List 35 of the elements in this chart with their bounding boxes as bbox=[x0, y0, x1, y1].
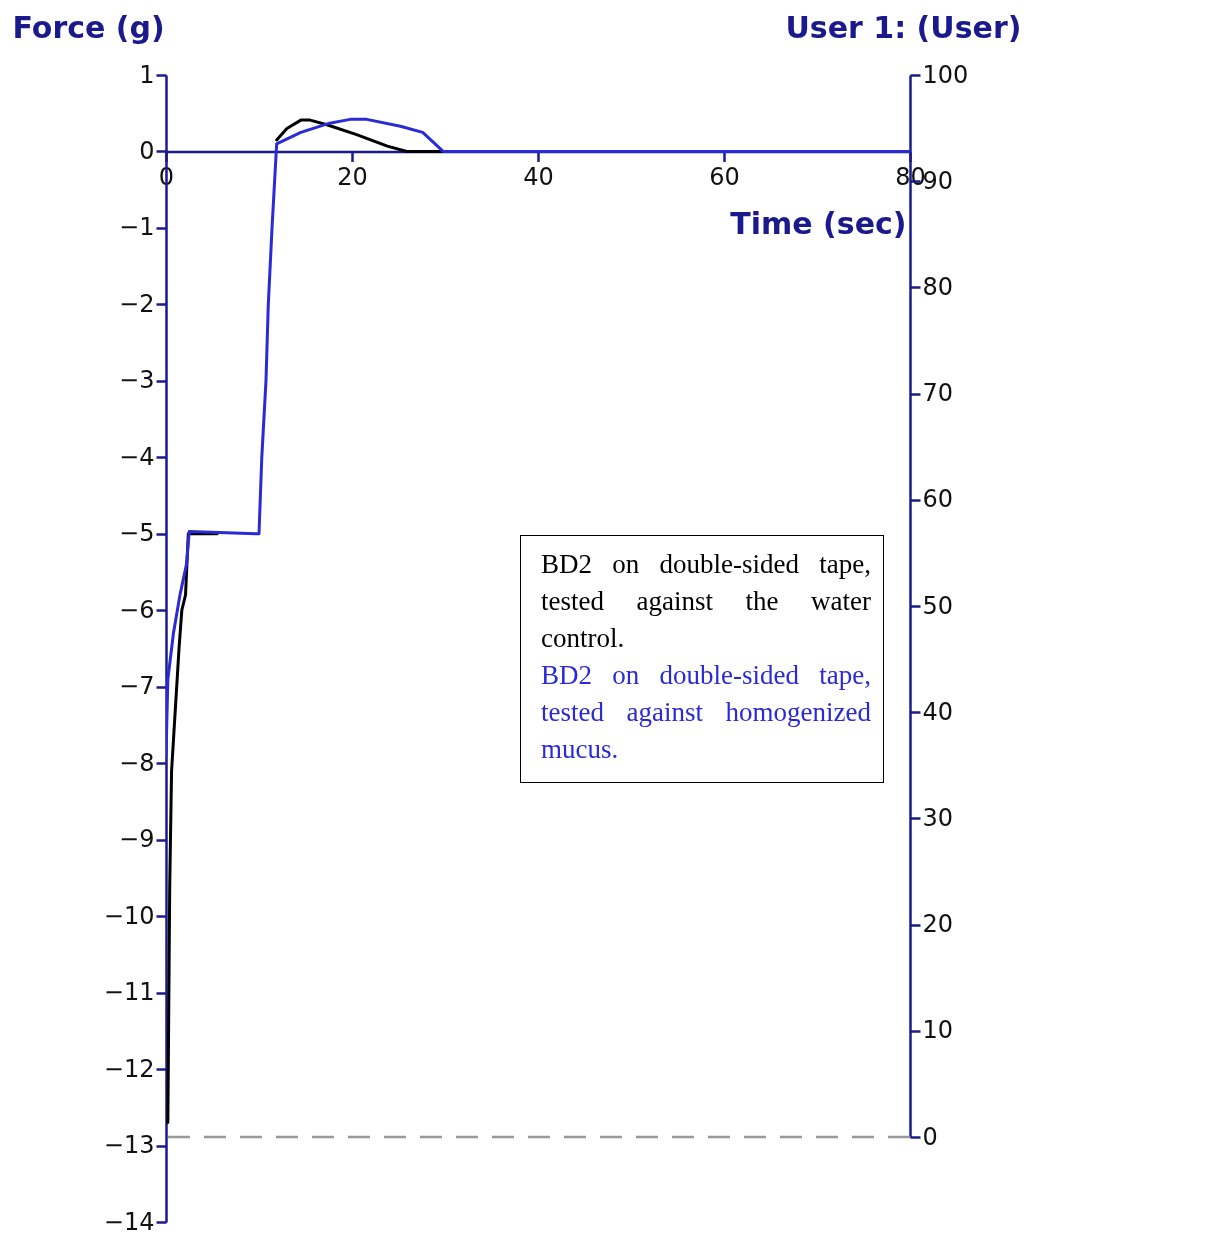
y2-axis-title: User 1: (User) bbox=[785, 9, 1022, 45]
y2-tick-label: 50 bbox=[922, 591, 954, 620]
y-tick-label: −14 bbox=[103, 1207, 155, 1236]
y-tick-label: −12 bbox=[103, 1054, 155, 1083]
y2-tick-label: 60 bbox=[922, 485, 954, 514]
y-tick-label: −10 bbox=[103, 901, 155, 930]
y-tick-label: −9 bbox=[119, 825, 155, 854]
y-tick-label: −8 bbox=[119, 748, 155, 777]
y-tick-label: 0 bbox=[139, 136, 155, 165]
y2-tick-label: 80 bbox=[922, 272, 954, 301]
y-tick-label: −2 bbox=[119, 289, 155, 318]
y2-tick-label: 70 bbox=[922, 379, 954, 408]
x-axis-title: Time (sec) bbox=[730, 205, 907, 241]
y-axis-title: Force (g) bbox=[12, 9, 165, 45]
y-tick-label: −3 bbox=[119, 366, 155, 395]
y-tick-label: −5 bbox=[119, 519, 155, 548]
y2-tick-label: 30 bbox=[922, 803, 954, 832]
text: BD2 on double-sided tape, tested against homogenized mucus. bbox=[541, 659, 871, 766]
x-tick-label: 60 bbox=[709, 162, 740, 191]
y-tick-label: −4 bbox=[119, 442, 155, 471]
y-tick-label: −11 bbox=[103, 978, 155, 1007]
y2-tick-label: 10 bbox=[922, 1016, 954, 1045]
y2-tick-label: 40 bbox=[922, 697, 954, 726]
y2-tick-label: 100 bbox=[922, 60, 969, 89]
y-tick-label: 1 bbox=[139, 60, 155, 89]
x-tick-label: 40 bbox=[523, 162, 554, 191]
y2-tick-label: 0 bbox=[922, 1122, 938, 1151]
x-tick-label: 20 bbox=[337, 162, 368, 191]
y-tick-label: −13 bbox=[103, 1131, 155, 1160]
y-tick-label: −6 bbox=[119, 595, 155, 624]
y-tick-label: −7 bbox=[119, 672, 155, 701]
y-tick-label: −1 bbox=[119, 213, 155, 242]
legend-box: BD2 on double-sided tape, tested against the water control. BD2 on double-sided tape, tested against homogenized mucus. bbox=[520, 535, 884, 783]
y2-tick-label: 20 bbox=[922, 910, 954, 939]
text: BD2 on double-sided tape, tested against the water control. bbox=[541, 548, 871, 655]
